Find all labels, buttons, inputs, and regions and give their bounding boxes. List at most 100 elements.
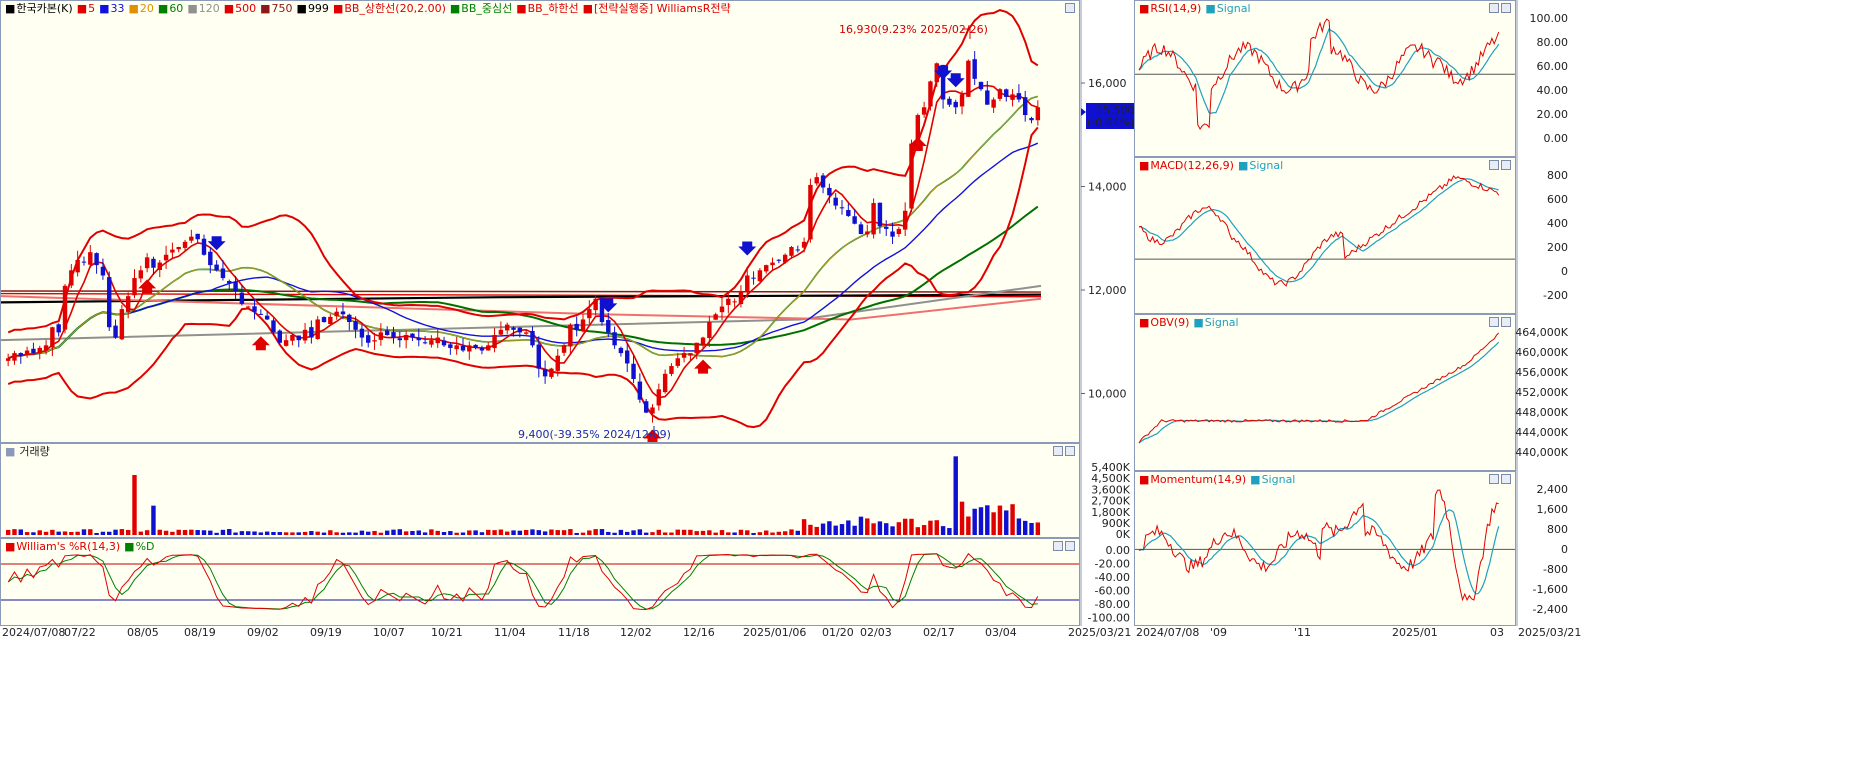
volume-bar: [157, 529, 162, 535]
obv-pane-buttons[interactable]: [1489, 317, 1511, 327]
williams-chart[interactable]: [1, 539, 1079, 625]
x-axis-label: 10/21: [431, 626, 463, 639]
x-axis-label: 2025/03/21: [1068, 626, 1132, 639]
volume-legend: ■ 거래량: [5, 445, 50, 458]
close-icon[interactable]: [1053, 446, 1063, 456]
obv-pane[interactable]: ■OBV(9) ■Signal: [1134, 314, 1516, 471]
candle-body: [700, 337, 706, 346]
close-icon[interactable]: [1053, 541, 1063, 551]
volume-bar: [801, 519, 807, 535]
candle-body: [549, 368, 554, 377]
volume-bar: [530, 529, 535, 535]
macd-chart[interactable]: [1135, 158, 1515, 313]
momentum-pane[interactable]: ■Momentum(14,9) ■Signal: [1134, 471, 1516, 626]
macd-pane-buttons[interactable]: [1489, 160, 1511, 170]
candle-body: [296, 335, 301, 341]
volume-pane-buttons[interactable]: [1053, 446, 1075, 456]
volume-bar: [94, 532, 99, 535]
close-icon[interactable]: [1489, 474, 1499, 484]
candle-body: [157, 262, 162, 270]
candle-body: [384, 330, 390, 335]
volume-bar: [909, 518, 914, 535]
maximize-icon[interactable]: [1065, 541, 1075, 551]
legend-swatch: ■: [1237, 159, 1249, 172]
legend-swatch: ■: [187, 2, 198, 15]
buy-arrow-icon: [694, 359, 713, 374]
candle-body: [681, 353, 687, 358]
candle-body: [50, 327, 55, 348]
candle-body: [233, 282, 238, 291]
candle-body: [258, 313, 264, 315]
close-icon[interactable]: [1489, 160, 1499, 170]
close-icon[interactable]: [1489, 3, 1499, 13]
candle-body: [403, 334, 409, 341]
price-pane[interactable]: ■한국카본(K) ■5 ■33 ■20 ■60 ■120 ■500 ■750 ■999 ■BB_상…: [0, 0, 1080, 443]
candle-body: [492, 334, 497, 349]
macd-pane[interactable]: ■MACD(12,26,9) ■Signal: [1134, 157, 1516, 314]
price-chart[interactable]: 16,930(9.23% 2025/02/26) 9,400(-39.35% 20…: [1, 1, 1079, 442]
volume-bar: [662, 532, 668, 535]
candle-body: [745, 275, 750, 293]
volume-bar: [227, 529, 232, 535]
volume-bar: [833, 525, 838, 535]
volume-pane[interactable]: ■ 거래량: [0, 443, 1080, 538]
obv-axis: 464,000K 460,000K 456,000K 452,000K 448,000K…: [1516, 314, 1570, 471]
side-tick-label: 0: [1561, 265, 1568, 278]
candle-body: [283, 340, 289, 346]
candle-body: [517, 327, 523, 333]
williams-pane-buttons[interactable]: [1053, 541, 1075, 551]
candle-body: [656, 389, 662, 406]
volume-bar: [43, 531, 49, 535]
legend-label: MACD(12,26,9): [1150, 159, 1234, 172]
volume-bar: [37, 530, 42, 535]
volume-chart[interactable]: [1, 444, 1079, 537]
candle-body: [833, 197, 838, 206]
maximize-icon[interactable]: [1501, 160, 1511, 170]
legend-swatch: ■: [1193, 316, 1204, 329]
candle-body: [966, 60, 971, 97]
minimize-icon[interactable]: [1065, 3, 1075, 13]
rsi-pane[interactable]: ■RSI(14,9) ■Signal: [1134, 0, 1516, 157]
candle-body: [125, 296, 131, 312]
volume-bar: [486, 529, 491, 535]
rsi-chart[interactable]: [1135, 1, 1515, 156]
close-icon[interactable]: [1489, 317, 1499, 327]
signal-line: [1138, 341, 1500, 444]
momentum-legend: ■Momentum(14,9) ■Signal: [1139, 473, 1299, 487]
candle-body: [530, 330, 535, 346]
x-axis-label: 08/05: [127, 626, 159, 639]
volume-bar: [378, 532, 384, 535]
candle-body: [643, 401, 649, 413]
price-pane-buttons[interactable]: [1065, 3, 1075, 13]
maximize-icon[interactable]: [1501, 317, 1511, 327]
volume-bar: [637, 529, 643, 535]
momentum-chart[interactable]: [1135, 472, 1515, 625]
volume-bar: [858, 516, 864, 535]
candle-body: [511, 327, 516, 330]
candle-body: [827, 187, 832, 196]
candle-body: [808, 184, 813, 240]
volume-bar: [865, 518, 870, 535]
current-change-label: (-0.64%): [1087, 116, 1134, 129]
candle-body: [24, 350, 30, 356]
momentum-pane-buttons[interactable]: [1489, 474, 1511, 484]
volume-bar: [871, 523, 876, 535]
volume-title: 거래량: [19, 445, 50, 458]
candle-body: [151, 258, 156, 268]
ma-5-line: [7, 84, 1039, 399]
maximize-icon[interactable]: [1065, 446, 1075, 456]
volume-bar: [789, 529, 794, 535]
rsi-pane-buttons[interactable]: [1489, 3, 1511, 13]
indicator-line: [1138, 18, 1500, 130]
candle-body: [738, 291, 744, 305]
williams-pane[interactable]: ■William's %R(14,3) ■%D: [0, 538, 1080, 626]
volume-bar: [290, 532, 295, 535]
candle-body: [568, 324, 573, 347]
candle-body: [921, 107, 927, 115]
side-x-axis: 2024/07/08 '09 '11 2025/01 03 2025/03/21: [1134, 626, 1581, 640]
obv-chart[interactable]: [1135, 315, 1515, 470]
williams-tick-label: -60.00: [1095, 585, 1130, 598]
candle-body: [378, 332, 384, 340]
maximize-icon[interactable]: [1501, 3, 1511, 13]
maximize-icon[interactable]: [1501, 474, 1511, 484]
